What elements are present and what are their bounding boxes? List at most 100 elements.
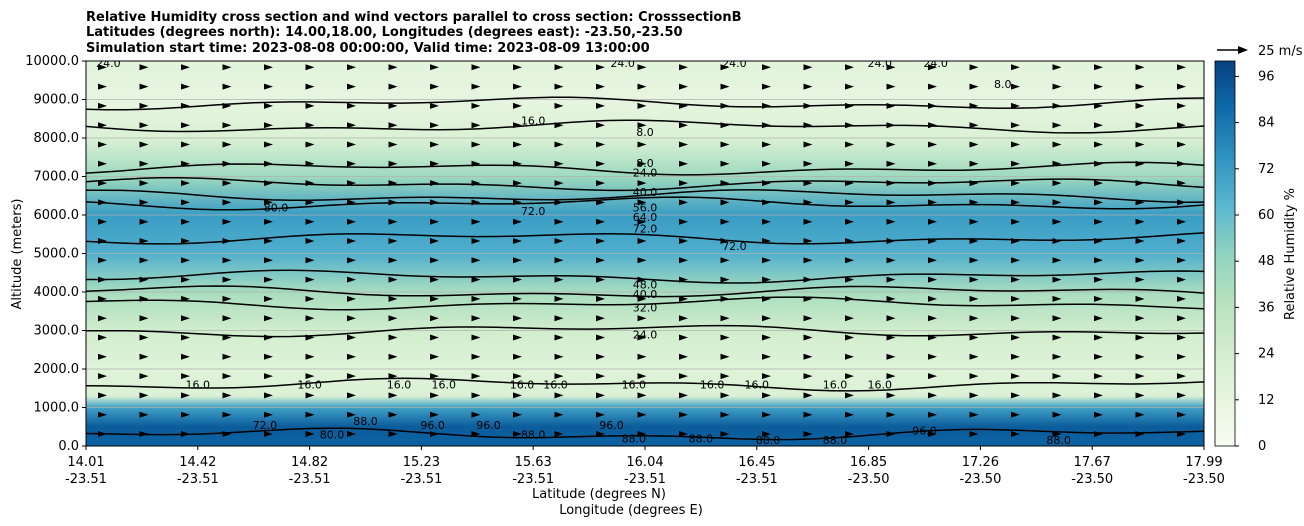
- wind-vector: [969, 295, 979, 302]
- wind-vector: [845, 218, 854, 225]
- wind-vector: [347, 276, 356, 283]
- wind-vector: [969, 122, 979, 129]
- wind-vector: [513, 199, 522, 206]
- wind-vector: [928, 353, 937, 360]
- wind-vector: [1135, 373, 1145, 380]
- wind-vector: [1135, 315, 1145, 322]
- wind-vector: [1094, 83, 1103, 90]
- x-tick-label-lon: -23.50: [959, 472, 1001, 487]
- wind-vector: [969, 392, 979, 399]
- x-tick-label-lat: 15.23: [403, 455, 440, 470]
- wind-vector: [430, 431, 439, 437]
- wind-vector: [139, 102, 149, 109]
- contour-label: 88.0: [689, 432, 714, 445]
- wind-vector: [513, 141, 522, 148]
- wind-vector: [513, 315, 522, 322]
- wind-vector: [720, 83, 730, 90]
- colorbar-tick-label: 72: [1258, 162, 1275, 177]
- wind-vector: [928, 392, 937, 399]
- wind-vector: [305, 180, 315, 187]
- y-tick-label: 2000.0: [34, 362, 80, 377]
- wind-vector: [181, 218, 190, 225]
- wind-vector: [928, 257, 937, 264]
- wind-vector: [637, 238, 647, 244]
- contour-line-8: [86, 119, 1204, 134]
- wind-vector: [347, 431, 356, 437]
- wind-vector: [471, 334, 481, 341]
- wind-vector: [803, 276, 813, 283]
- x-axis-label-lat: Latitude (degrees N): [532, 487, 666, 502]
- wind-vector: [720, 315, 730, 322]
- wind-vector: [1052, 64, 1062, 71]
- wind-vector: [139, 411, 149, 418]
- contour-line-16: [86, 96, 1204, 111]
- wind-vector: [264, 199, 273, 206]
- wind-vector: [554, 315, 564, 322]
- wind-vector: [264, 411, 273, 418]
- wind-vector: [928, 141, 937, 148]
- wind-vector: [845, 180, 854, 187]
- wind-vector: [471, 353, 481, 360]
- wind-vector: [969, 315, 979, 322]
- contour-label: 88.0: [756, 434, 781, 447]
- y-tick-label: 5000.0: [34, 247, 80, 262]
- wind-vector: [222, 431, 232, 437]
- wind-vector: [513, 180, 522, 187]
- wind-vector: [181, 238, 190, 244]
- wind-vector: [471, 238, 481, 244]
- contour-label: 24.0: [633, 328, 658, 341]
- x-tick-label-lat: 16.45: [738, 455, 775, 470]
- wind-vector: [430, 141, 439, 148]
- wind-vector: [803, 392, 813, 399]
- wind-vector: [264, 431, 273, 437]
- wind-vector: [305, 411, 315, 418]
- wind-vector: [762, 64, 771, 71]
- wind-vector: [513, 411, 522, 418]
- contour-label: 16.0: [297, 378, 322, 391]
- wind-vector: [181, 160, 190, 167]
- wind-vector: [1135, 83, 1145, 90]
- wind-vector: [264, 334, 273, 341]
- wind-vector: [679, 180, 688, 187]
- wind-vector: [471, 276, 481, 283]
- wind-vector: [1177, 353, 1186, 360]
- x-tick-label-lat: 16.85: [850, 455, 887, 470]
- contour-label: 16.0: [868, 378, 893, 391]
- wind-vector: [720, 257, 730, 264]
- wind-vector: [596, 122, 605, 129]
- quiver-key-label: 25 m/s: [1258, 44, 1303, 59]
- wind-vector: [845, 141, 854, 148]
- wind-vector: [1177, 373, 1186, 380]
- wind-vector: [181, 315, 190, 322]
- wind-vector: [803, 431, 813, 437]
- wind-vector: [1177, 238, 1186, 244]
- wind-vector: [720, 64, 730, 71]
- wind-vector: [637, 83, 647, 90]
- wind-vector: [181, 276, 190, 283]
- wind-vector: [1094, 141, 1103, 148]
- wind-vector: [139, 83, 149, 90]
- contour-label: 16.0: [186, 378, 211, 391]
- contour-line-64: [86, 196, 1204, 211]
- wind-vector: [471, 180, 481, 187]
- contour-line-40: [86, 177, 1204, 192]
- wind-vector: [430, 160, 439, 167]
- wind-vector: [969, 238, 979, 244]
- contour-label: 96.0: [599, 419, 624, 432]
- wind-vector: [139, 373, 149, 380]
- wind-vector: [181, 64, 190, 71]
- wind-vector: [1135, 334, 1145, 341]
- wind-vector: [637, 315, 647, 322]
- wind-vector: [720, 392, 730, 399]
- x-tick-label-lon: -23.51: [624, 472, 666, 487]
- wind-vector: [264, 238, 273, 244]
- wind-vector: [845, 199, 854, 206]
- wind-vector: [1094, 238, 1103, 244]
- wind-vector: [264, 180, 273, 187]
- wind-vector: [305, 160, 315, 167]
- wind-vector: [222, 276, 232, 283]
- contour-label: 8.0: [636, 157, 654, 170]
- wind-vector: [264, 122, 273, 129]
- wind-vector: [222, 141, 232, 148]
- wind-vector: [264, 257, 273, 264]
